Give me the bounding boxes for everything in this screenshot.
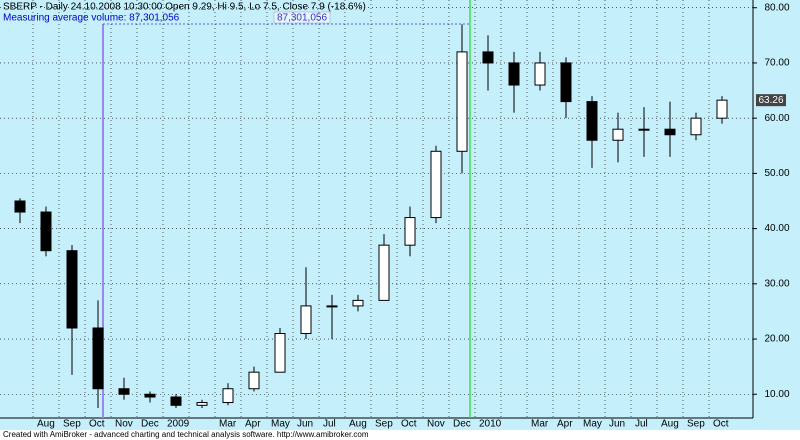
candle-body (430, 150, 442, 219)
x-tick-label: Nov (115, 419, 133, 430)
x-tick-label: Oct (713, 419, 729, 430)
footer-bg (0, 430, 800, 440)
x-tick-label: May (583, 419, 602, 430)
candle-body (560, 62, 572, 103)
candle-body (664, 128, 676, 136)
last-price-label: 63.26 (758, 95, 783, 106)
x-tick-label: Jun (297, 419, 313, 430)
x-tick-label: Mar (219, 419, 237, 430)
footer: Created with AmiBroker - advanced charti… (3, 430, 369, 439)
x-tick-label: Apr (557, 419, 573, 430)
candle-body (66, 250, 78, 329)
y-tick-label: 20.00 (764, 334, 789, 345)
x-tick-label: Dec (453, 419, 471, 430)
x-tick-label: Jul (635, 419, 648, 430)
candle-body (92, 327, 104, 390)
background (0, 0, 800, 430)
y-tick-label: 10.00 (764, 389, 789, 400)
candle-body (352, 299, 364, 307)
candle-body (40, 211, 52, 252)
y-tick-label: 30.00 (764, 278, 789, 289)
candle-body (326, 305, 338, 308)
x-tick-label: Dec (141, 419, 159, 430)
candle-body (118, 388, 130, 395)
candle-body (222, 388, 234, 404)
candle-body (716, 99, 728, 119)
y-tick-label: 80.00 (764, 2, 789, 13)
candle-body (300, 305, 312, 335)
plot: 10.00 20.00 30.00 40.00 50.00 60.00 70.00 80.00… (0, 0, 790, 430)
y-tick-label: 60.00 (764, 113, 789, 124)
candle-body (274, 333, 286, 373)
x-tick-label: Oct (89, 419, 105, 430)
candle-body (534, 62, 546, 86)
last-price-box (756, 94, 786, 107)
candle-body (508, 62, 520, 86)
x-tick-label: Jun (609, 419, 625, 430)
candle-body (144, 393, 156, 398)
candle-body (690, 117, 702, 136)
x-tick-label: Aug (661, 419, 679, 430)
x-tick-label: Sep (63, 419, 81, 430)
x-tick-label: May (271, 419, 290, 430)
annotation-value: 87,301,056 (277, 13, 327, 24)
candle-body (170, 396, 182, 406)
x-tick-label: Aug (37, 419, 55, 430)
y-tick-label: 70.00 (764, 58, 789, 69)
y-tick-label: 40.00 (764, 223, 789, 234)
candle-body (612, 128, 624, 141)
x-tick-label: Apr (245, 419, 261, 430)
candle-body (14, 200, 26, 213)
candle-body (378, 244, 390, 301)
x-tick-label: Oct (401, 419, 417, 430)
x-tick-label: Nov (427, 419, 445, 430)
candle-body (638, 128, 650, 131)
x-tick-label: Sep (375, 419, 393, 430)
candle-body (456, 51, 468, 152)
candle-body (248, 371, 260, 390)
chart-title: SBERP - Daily 24.10.2008 10:30:00 Open 9… (3, 2, 366, 13)
x-tick-label: 2009 (167, 419, 190, 430)
candle-body (586, 101, 598, 141)
annotation: Measuring average volume: 87,301,056 (3, 13, 180, 24)
y-tick-label: 50.00 (764, 168, 789, 179)
x-tick-label: 2010 (479, 419, 502, 430)
candle-body (404, 217, 416, 246)
x-tick-label: Mar (531, 419, 549, 430)
x-tick-label: Jul (323, 419, 336, 430)
candle-body (482, 51, 494, 64)
candle-body (196, 402, 208, 406)
x-tick-label: Aug (349, 419, 367, 430)
annotation-box (273, 11, 331, 24)
x-tick-label: Sep (687, 419, 705, 430)
